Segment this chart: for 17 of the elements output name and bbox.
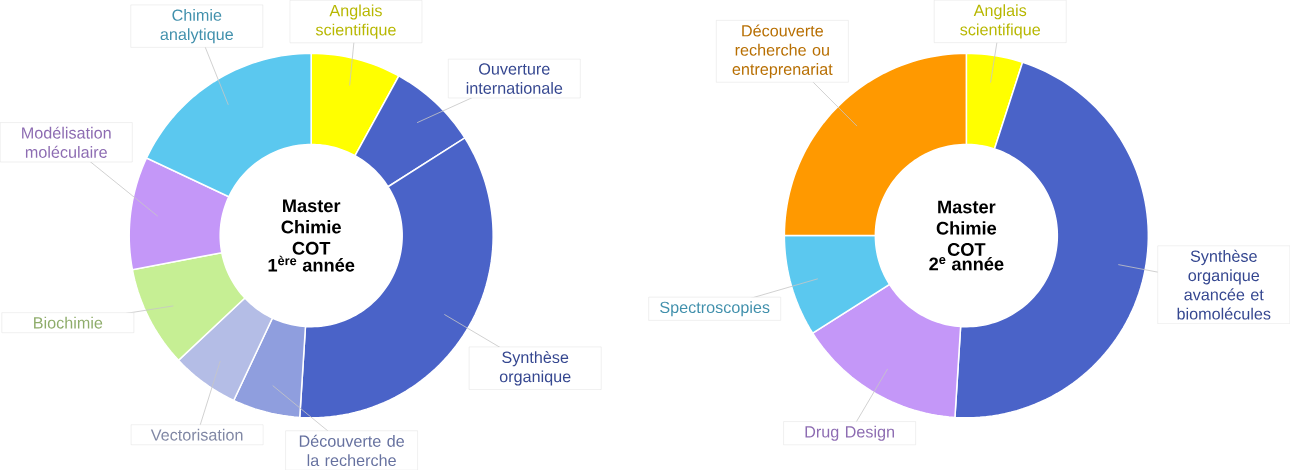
slice-label: Biochimie xyxy=(34,316,103,329)
slice-label: Drug Design xyxy=(805,425,894,441)
slice-label: Anglais scientifique xyxy=(315,4,396,39)
text: Master Chimie COT xyxy=(936,200,997,256)
slice-label: Découverte recherche ou entreprenariat xyxy=(732,24,833,78)
slice-label: Chimie analytique xyxy=(160,8,233,44)
slice-label: Synthèse organique xyxy=(499,350,571,386)
slice-label: Anglais scientifique xyxy=(960,4,1041,39)
slice-label: Découverte de la recherche xyxy=(299,434,404,466)
slice-label: Vectorisation xyxy=(150,428,243,441)
text: 2$^{e}$ année xyxy=(929,256,1004,271)
slice-label: Spectroscopies xyxy=(660,301,770,317)
text: 1$^{ère}$ année xyxy=(268,255,355,272)
slice-label: Modélisation moléculaire xyxy=(22,126,111,158)
text: Master Chimie COT xyxy=(281,199,341,255)
slice-label: Synthèse organique avancée et biomolécules xyxy=(1177,249,1271,320)
slice-label: Ouverture internationale xyxy=(466,63,563,94)
